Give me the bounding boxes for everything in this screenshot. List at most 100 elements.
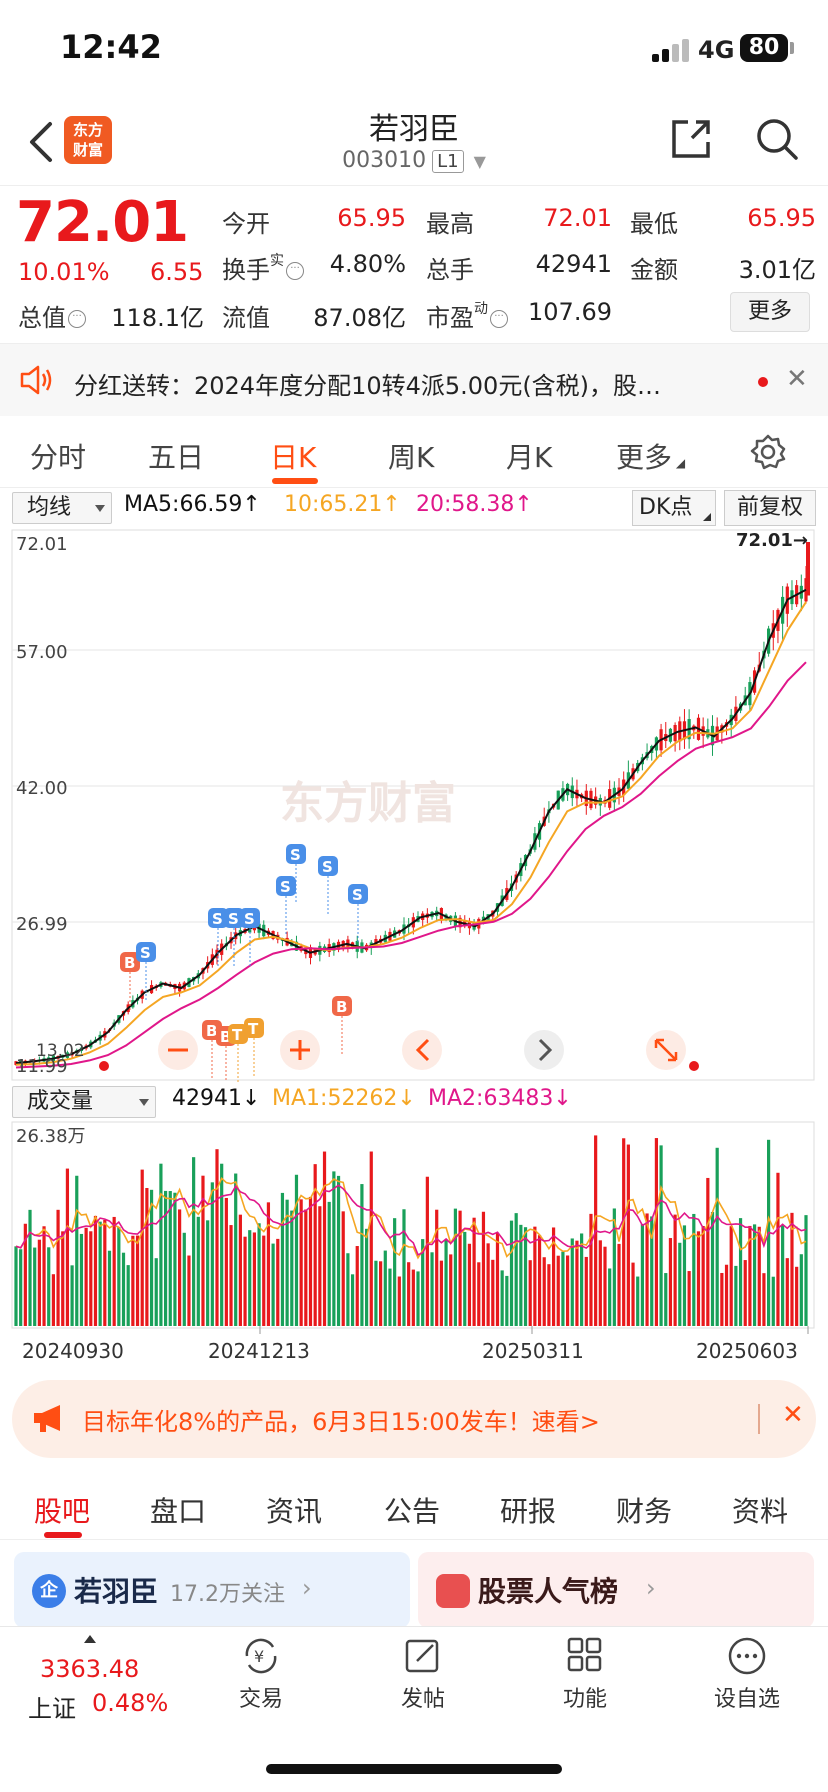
battery-icon: 80 <box>740 34 788 62</box>
volume-bar <box>206 1220 210 1326</box>
tab-announcements[interactable]: 公告 <box>384 1495 441 1528</box>
volume-bar <box>467 1243 472 1326</box>
zoom-in-button[interactable] <box>280 1030 320 1070</box>
nav-post[interactable]: 发帖 <box>368 1635 478 1713</box>
volume-bar <box>280 1192 285 1326</box>
megaphone-icon <box>34 1405 60 1432</box>
trade-marker-s: S <box>224 908 244 968</box>
active-tab-indicator <box>44 1532 82 1538</box>
change-amount: 6.55 <box>150 258 204 286</box>
volume-bar <box>776 1172 780 1326</box>
info-icon: ··· <box>68 310 86 328</box>
volume-bar <box>126 1265 130 1326</box>
trade-marker-s: S <box>136 942 156 1002</box>
tab-research[interactable]: 研报 <box>500 1495 557 1528</box>
volume-bar <box>294 1174 299 1326</box>
promo-banner[interactable]: 目标年化8%的产品，6月3日15:00发车！速看> ✕ <box>12 1380 816 1458</box>
tab-weekly-k[interactable]: 周K <box>388 441 435 474</box>
tab-five-day[interactable]: 五日 <box>148 441 205 474</box>
search-icon[interactable] <box>754 116 800 162</box>
adjust-button[interactable]: 前复权 <box>724 490 816 526</box>
indicator-select[interactable]: 成交量 <box>12 1086 156 1118</box>
tab-forum[interactable]: 股吧 <box>34 1495 91 1528</box>
volume-bar <box>678 1242 682 1326</box>
ma-toolbar: 均线 MA5:66.59↑ 10:65.21↑ 20:58.38↑ DK点 前复… <box>0 488 828 528</box>
volume-bar <box>664 1273 668 1326</box>
chart-frame <box>11 529 815 1081</box>
volume-bar <box>84 1227 88 1326</box>
scroll-left-button[interactable] <box>402 1030 442 1070</box>
volume-bar <box>795 1266 799 1326</box>
status-time: 12:42 <box>60 28 162 66</box>
close-icon[interactable]: ✕ <box>782 1400 804 1430</box>
volume-bar <box>720 1272 724 1326</box>
tab-news[interactable]: 资讯 <box>266 1495 323 1528</box>
gear-icon[interactable] <box>748 432 788 472</box>
stock-code-row[interactable]: 003010 L1 ▼ <box>0 148 828 173</box>
fullscreen-button[interactable] <box>646 1030 686 1070</box>
tab-order-book[interactable]: 盘口 <box>150 1495 207 1528</box>
company-card-title: 若羽臣 <box>74 1575 159 1608</box>
tab-monthly-k[interactable]: 月K <box>506 441 553 474</box>
volume-bar <box>173 1192 177 1326</box>
amount-label: 金额 <box>630 256 678 284</box>
battery-tip <box>790 42 794 54</box>
status-bar: 12:42 4G 80 <box>0 0 828 100</box>
promo-text: 目标年化8%的产品，6月3日15:00发车！速看> <box>82 1408 600 1436</box>
dk-point-button[interactable]: DK点 <box>632 490 716 526</box>
volume-bar <box>149 1189 154 1326</box>
back-icon[interactable] <box>26 120 58 164</box>
volume-bar <box>163 1190 168 1326</box>
price-axis-label: 57.00 <box>16 642 68 663</box>
volume-bar <box>402 1209 406 1326</box>
volume-bar <box>659 1145 663 1326</box>
volume-bar <box>598 1240 602 1326</box>
volume-axis-label: 26.38万 <box>16 1126 86 1147</box>
more-button[interactable]: 更多 <box>730 292 810 332</box>
signal-icon <box>652 38 692 62</box>
nav-trade[interactable]: ¥ 交易 <box>206 1635 316 1713</box>
nav-watchlist[interactable]: 设自选 <box>692 1635 802 1713</box>
zoom-out-button[interactable] <box>158 1030 198 1070</box>
trade-marker-label: S <box>140 944 151 962</box>
volume-bar <box>603 1246 607 1326</box>
volume-bar <box>781 1225 785 1326</box>
ranking-icon <box>436 1574 470 1608</box>
volume-chart[interactable]: 26.38万 20240930 20241213 20250311 202506… <box>0 1120 828 1380</box>
popularity-card[interactable]: 股票人气榜 › <box>418 1552 814 1628</box>
nav-trade-label: 交易 <box>238 1687 283 1712</box>
volume-bar <box>622 1138 626 1326</box>
trade-marker-s: S <box>240 908 260 968</box>
volume-bar <box>234 1173 238 1326</box>
company-icon: 企 <box>32 1574 66 1608</box>
price-axis-label: 26.99 <box>16 914 68 935</box>
share-icon[interactable] <box>668 116 714 162</box>
tab-more[interactable]: 更多 ◢ <box>616 441 686 474</box>
volume-bar <box>477 1262 481 1326</box>
tab-intraday[interactable]: 分时 <box>30 441 87 474</box>
scroll-right-button[interactable] <box>524 1030 564 1070</box>
volume-bar <box>514 1213 518 1326</box>
dividend-notice[interactable]: 分红送转：2024年度分配10转4派5.00元(含税)，股… ✕ <box>0 344 828 416</box>
chevron-down-icon: ▼ <box>473 152 486 171</box>
current-price: 72.01 <box>16 190 189 255</box>
stock-name: 若羽臣 <box>369 112 459 147</box>
tab-daily-k[interactable]: 日K <box>270 441 317 474</box>
volume-bar <box>243 1236 247 1326</box>
trade-marker-label: S <box>280 878 291 896</box>
volume-bar <box>500 1270 504 1326</box>
period-tabs: 分时 五日 日K 周K 月K 更多 ◢ <box>0 416 828 488</box>
total-cap-value: 118.1亿 <box>111 304 204 332</box>
volume-bar <box>505 1275 509 1326</box>
tab-profile[interactable]: 资料 <box>732 1495 789 1528</box>
volume-bar <box>257 1223 261 1326</box>
nav-functions[interactable]: 功能 <box>530 1635 640 1713</box>
trade-marker-b: B <box>120 952 140 1012</box>
company-card[interactable]: 企 若羽臣 17.2万关注 › <box>14 1552 410 1628</box>
volume-bar <box>757 1226 761 1326</box>
tab-financials[interactable]: 财务 <box>616 1495 673 1528</box>
ma-select[interactable]: 均线 <box>12 492 112 524</box>
brand-logo: 东方 财富 <box>64 116 112 164</box>
close-icon[interactable]: ✕ <box>786 364 808 394</box>
